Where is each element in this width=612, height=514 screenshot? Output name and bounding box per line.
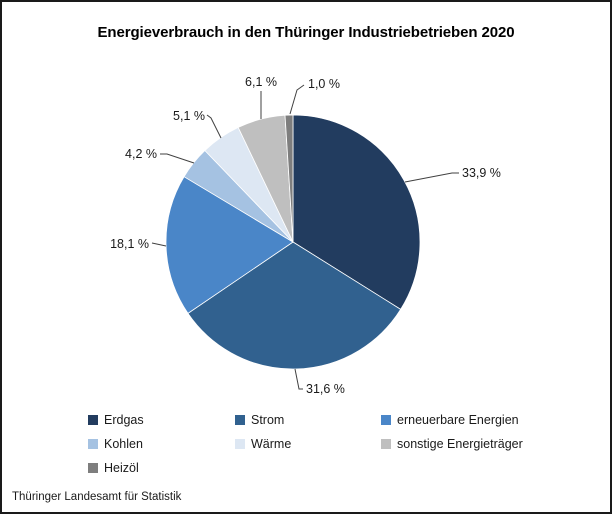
- legend-item-w-rme: Wärme: [235, 437, 381, 451]
- leader-line-kohlen: [160, 153, 195, 164]
- legend-item-erdgas: Erdgas: [88, 413, 235, 427]
- pie-slice-strom: [187, 241, 402, 370]
- legend-swatch-erneuerbare-energien: [381, 415, 391, 425]
- pie-slice-erdgas: [292, 114, 421, 310]
- leader-line-strom: [294, 368, 303, 390]
- source-note: Thüringer Landesamt für Statistik: [12, 491, 182, 503]
- legend-label-erneuerbare-energien: erneuerbare Energien: [397, 413, 519, 427]
- legend-swatch-heiz-l: [88, 463, 98, 473]
- chart-title: Energieverbrauch in den Thüringer Indust…: [97, 24, 515, 41]
- legend-item-erneuerbare-energien: erneuerbare Energien: [381, 413, 523, 427]
- slice-value-label-sonstige-energietr-ger: 6,1 %: [245, 75, 277, 89]
- legend: Erdgas Strom erneuerbare Energien Kohlen Wär…: [88, 408, 523, 480]
- leader-line-w-rme: [206, 114, 222, 139]
- legend-swatch-sonstige-energietr-ger: [381, 439, 391, 449]
- legend-label-sonstige-energietr-ger: sonstige Energieträger: [397, 437, 523, 451]
- legend-item-sonstige-energietr-ger: sonstige Energieträger: [381, 437, 523, 451]
- legend-swatch-w-rme: [235, 439, 245, 449]
- slice-value-label-w-rme: 5,1 %: [173, 109, 205, 123]
- leader-line-erneuerbare-energien: [151, 242, 167, 247]
- legend-swatch-kohlen: [88, 439, 98, 449]
- slice-value-label-kohlen: 4,2 %: [125, 147, 157, 161]
- slice-value-label-erneuerbare-energien: 18,1 %: [110, 237, 149, 251]
- pie-slice-heiz-l: [284, 114, 294, 243]
- legend-label-heiz-l: Heizöl: [104, 461, 139, 475]
- legend-item-kohlen: Kohlen: [88, 437, 235, 451]
- slice-value-label-erdgas: 33,9 %: [462, 166, 501, 180]
- legend-swatch-strom: [235, 415, 245, 425]
- legend-label-erdgas: Erdgas: [104, 413, 144, 427]
- slice-value-label-strom: 31,6 %: [306, 382, 345, 396]
- legend-swatch-erdgas: [88, 415, 98, 425]
- legend-label-strom: Strom: [251, 413, 285, 427]
- slice-value-label-heiz-l: 1,0 %: [308, 77, 340, 91]
- legend-label-kohlen: Kohlen: [104, 437, 143, 451]
- legend-label-w-rme: Wärme: [251, 437, 292, 451]
- leader-line-heiz-l: [289, 84, 305, 115]
- leader-line-erdgas: [404, 172, 459, 183]
- legend-item-strom: Strom: [235, 413, 381, 427]
- legend-item-heiz-l: Heizöl: [88, 461, 235, 475]
